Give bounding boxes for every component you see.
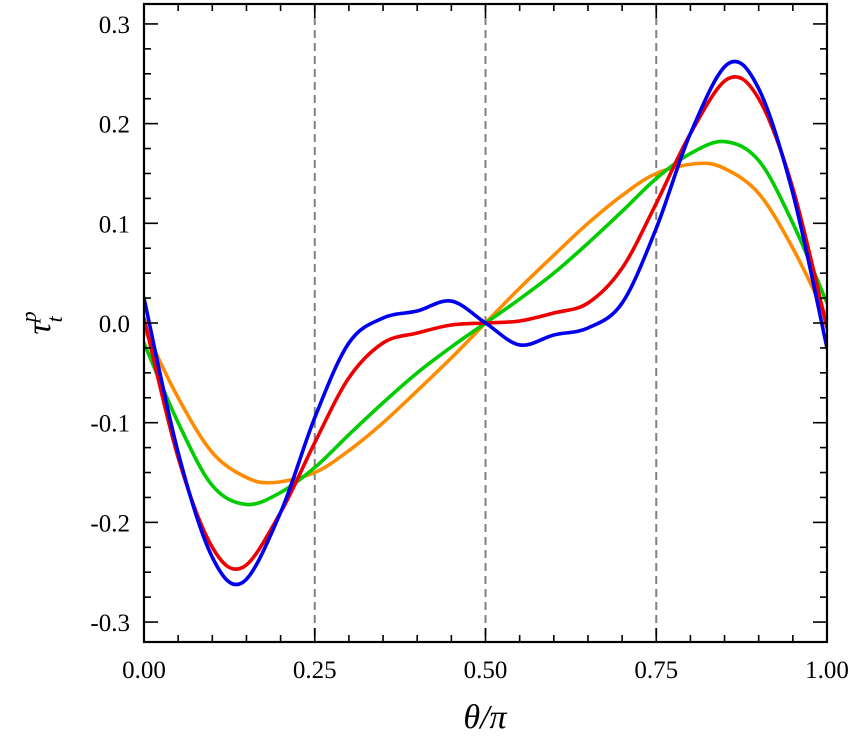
series-group (144, 59, 827, 587)
axis-ticks (143, 4, 828, 642)
x-tick-label: 0.25 (293, 657, 337, 684)
y-axis-label-main: τ (21, 321, 58, 335)
series-line-3 (144, 59, 827, 587)
y-tick-label: -0.2 (90, 510, 130, 537)
y-tick-label: 0.3 (99, 12, 130, 39)
y-axis-label-sup: p (16, 311, 41, 324)
y-tick-label: -0.3 (90, 610, 130, 637)
x-tick-label: 0.00 (122, 657, 166, 684)
y-tick-label: 0.2 (99, 112, 130, 139)
y-tick-labels: -0.3 -0.2 -0.1 0.0 0.1 0.2 0.3 (90, 12, 130, 637)
x-tick-label: 1.00 (805, 657, 849, 684)
y-tick-label: -0.1 (90, 411, 130, 438)
y-axis-label: τpt (16, 311, 67, 334)
y-tick-label: 0.0 (99, 311, 130, 338)
x-tick-label: 0.50 (464, 657, 508, 684)
x-axis-label: θ/π (463, 699, 507, 736)
y-tick-label: 0.1 (99, 211, 130, 238)
x-tick-labels: 0.00 0.25 0.50 0.75 1.00 (122, 657, 849, 684)
plot-frame (142, 2, 829, 644)
x-tick-label: 0.75 (634, 657, 678, 684)
y-axis-label-sub: t (42, 315, 67, 322)
